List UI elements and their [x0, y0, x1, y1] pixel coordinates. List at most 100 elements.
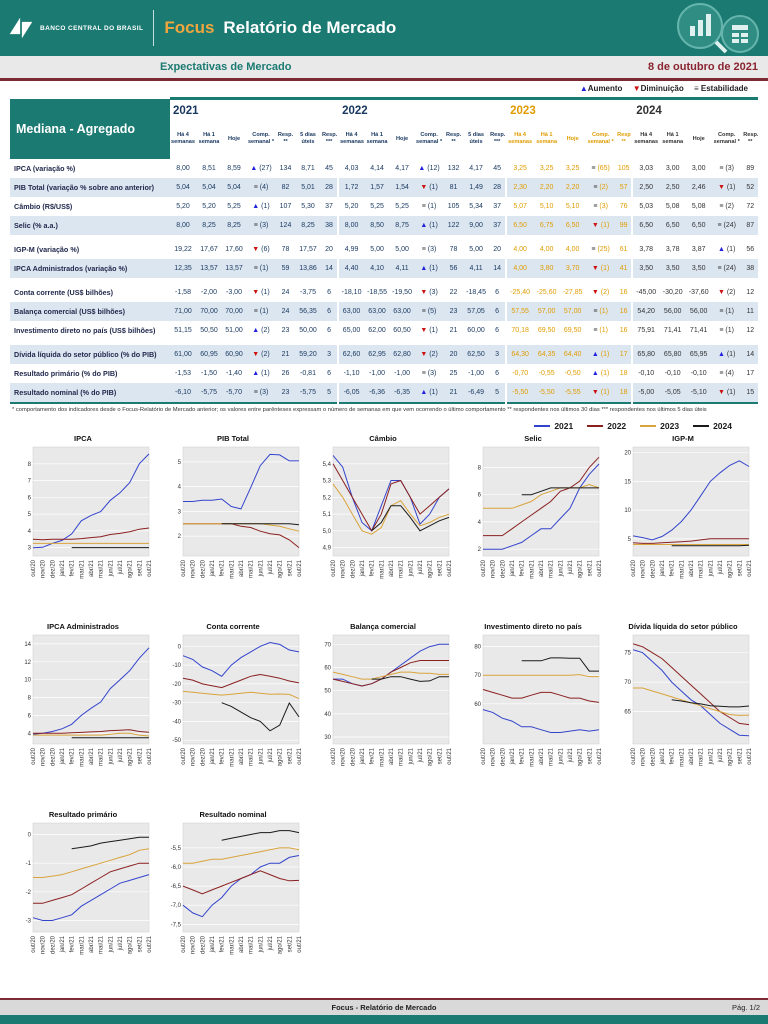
value-cell: 23: [276, 383, 295, 403]
svg-text:60: 60: [324, 666, 331, 672]
up-arrow-icon: ▲: [591, 370, 599, 377]
value-cell: -5,55: [560, 383, 586, 403]
value-cell: 63,00: [364, 302, 391, 321]
svg-text:jun/21: jun/21: [708, 747, 714, 765]
comp-weeks: (1): [600, 389, 610, 396]
value-cell: 15: [742, 383, 759, 403]
svg-text:ago/21: ago/21: [128, 935, 134, 954]
value-cell: 122: [444, 216, 464, 235]
comp-weeks: (1): [726, 389, 736, 396]
svg-text:5,4: 5,4: [323, 462, 332, 468]
value-cell: 5,20: [337, 197, 365, 216]
year-header-2023: 2023: [505, 97, 633, 119]
svg-text:nov/20: nov/20: [341, 747, 347, 766]
value-cell: ▲ (1): [585, 345, 617, 364]
stable-icon: ≡: [421, 203, 426, 210]
value-cell: -30,20: [659, 283, 687, 302]
legend-line-swatch: [640, 425, 657, 427]
value-cell: 75,91: [631, 321, 660, 340]
svg-text:out/20: out/20: [31, 747, 37, 764]
value-cell: 5,03: [631, 197, 660, 216]
value-cell: 60,90: [222, 345, 246, 364]
value-cell: 37: [321, 197, 339, 216]
svg-text:5,0: 5,0: [323, 529, 332, 535]
stable-icon: ≡: [253, 308, 258, 315]
svg-text:fev/21: fev/21: [70, 559, 76, 576]
value-cell: 8,50: [364, 216, 391, 235]
svg-text:out/21: out/21: [147, 935, 153, 952]
value-cell: ≡ (3): [414, 240, 445, 259]
chart-resultado-nominal: Resultado nominal -5,5 -6,0 -6,5 -7,0 -7,5 out…: [158, 809, 308, 985]
comp-weeks: (4): [725, 370, 734, 377]
svg-text:out/21: out/21: [147, 747, 153, 764]
value-cell: ▲ (1): [414, 383, 445, 403]
value-cell: ▲ (1): [414, 259, 445, 278]
value-cell: 64,35: [533, 345, 561, 364]
stable-icon: ≡: [719, 327, 724, 334]
value-cell: 3,00: [659, 159, 687, 178]
value-cell: ≡ (3): [246, 216, 276, 235]
value-cell: 62,60: [337, 345, 365, 364]
value-cell: 2,50: [631, 178, 660, 197]
value-cell: -0,10: [686, 364, 712, 383]
decor-analytics-icons: [677, 3, 759, 54]
comp-weeks: (1): [725, 327, 734, 334]
column-header: Há 4 semanas: [170, 119, 196, 159]
value-cell: 124: [276, 216, 295, 235]
up-label: Aumento: [587, 84, 623, 93]
svg-text:mai/21: mai/21: [99, 559, 105, 578]
year-header-2022: 2022: [337, 97, 507, 119]
svg-text:jan/21: jan/21: [60, 559, 66, 577]
svg-text:dez/20: dez/20: [200, 559, 206, 578]
value-cell: 65,00: [337, 321, 365, 340]
svg-text:jun/21: jun/21: [408, 747, 414, 765]
svg-text:mar/21: mar/21: [79, 559, 85, 578]
svg-text:mar/21: mar/21: [379, 747, 385, 766]
svg-text:fev/21: fev/21: [70, 935, 76, 952]
svg-text:out/21: out/21: [747, 747, 753, 764]
svg-text:ago/21: ago/21: [578, 559, 584, 578]
value-cell: -25,40: [505, 283, 534, 302]
value-cell: 3,50: [686, 259, 712, 278]
svg-text:fev/21: fev/21: [370, 747, 376, 764]
svg-text:5,1: 5,1: [323, 512, 332, 518]
value-cell: 14: [742, 345, 759, 364]
chart-canvas-ipca: 3 4 5 6 7 8 out/20 nov/20 dez/20 jan/21 fev/21 mar/…: [28, 446, 153, 579]
svg-text:nov/20: nov/20: [641, 559, 647, 578]
svg-text:2: 2: [178, 534, 182, 540]
svg-text:mai/21: mai/21: [399, 559, 405, 578]
column-header: Há 1 semana: [196, 119, 222, 159]
value-cell: 8,00: [170, 216, 196, 235]
value-cell: ▼ (2): [711, 283, 743, 302]
value-cell: 57: [616, 178, 633, 197]
chart-title: Investimento direto no país: [484, 622, 582, 631]
value-cell: 37: [489, 216, 507, 235]
svg-text:out/20: out/20: [331, 559, 337, 576]
svg-text:jun/21: jun/21: [408, 559, 414, 577]
value-cell: 6: [321, 283, 339, 302]
value-cell: 21: [444, 321, 464, 340]
value-cell: 6,50: [686, 216, 712, 235]
svg-text:dez/20: dez/20: [650, 559, 656, 578]
value-cell: 12,35: [170, 259, 196, 278]
section-strip: Expectativas de Mercado 8 de outubro de …: [0, 56, 768, 81]
column-header: Resp. ***: [489, 119, 507, 159]
svg-text:mar/21: mar/21: [229, 935, 235, 954]
value-cell: 60,95: [196, 345, 222, 364]
column-header: Hoje: [686, 119, 712, 159]
charts-grid: IPCA 3 4 5 6 7 8 out/20 nov/20 dez/20 jan/21 fev/21…: [8, 433, 760, 997]
svg-text:nov/20: nov/20: [41, 559, 47, 578]
value-cell: 26: [276, 364, 295, 383]
stable-icon: ≡: [719, 308, 724, 315]
stable-icon: ≡: [591, 246, 596, 253]
column-header: Comp. semanal *: [711, 119, 743, 159]
svg-text:out/20: out/20: [181, 935, 187, 952]
svg-text:mar/21: mar/21: [679, 559, 685, 578]
svg-text:5: 5: [28, 512, 32, 518]
down-label: Diminuição: [640, 84, 684, 93]
svg-text:out/21: out/21: [297, 747, 303, 764]
svg-text:jul/21: jul/21: [418, 747, 424, 763]
value-cell: -37,60: [686, 283, 712, 302]
svg-text:abr/21: abr/21: [689, 747, 695, 765]
stable-icon: ≡: [719, 165, 724, 172]
